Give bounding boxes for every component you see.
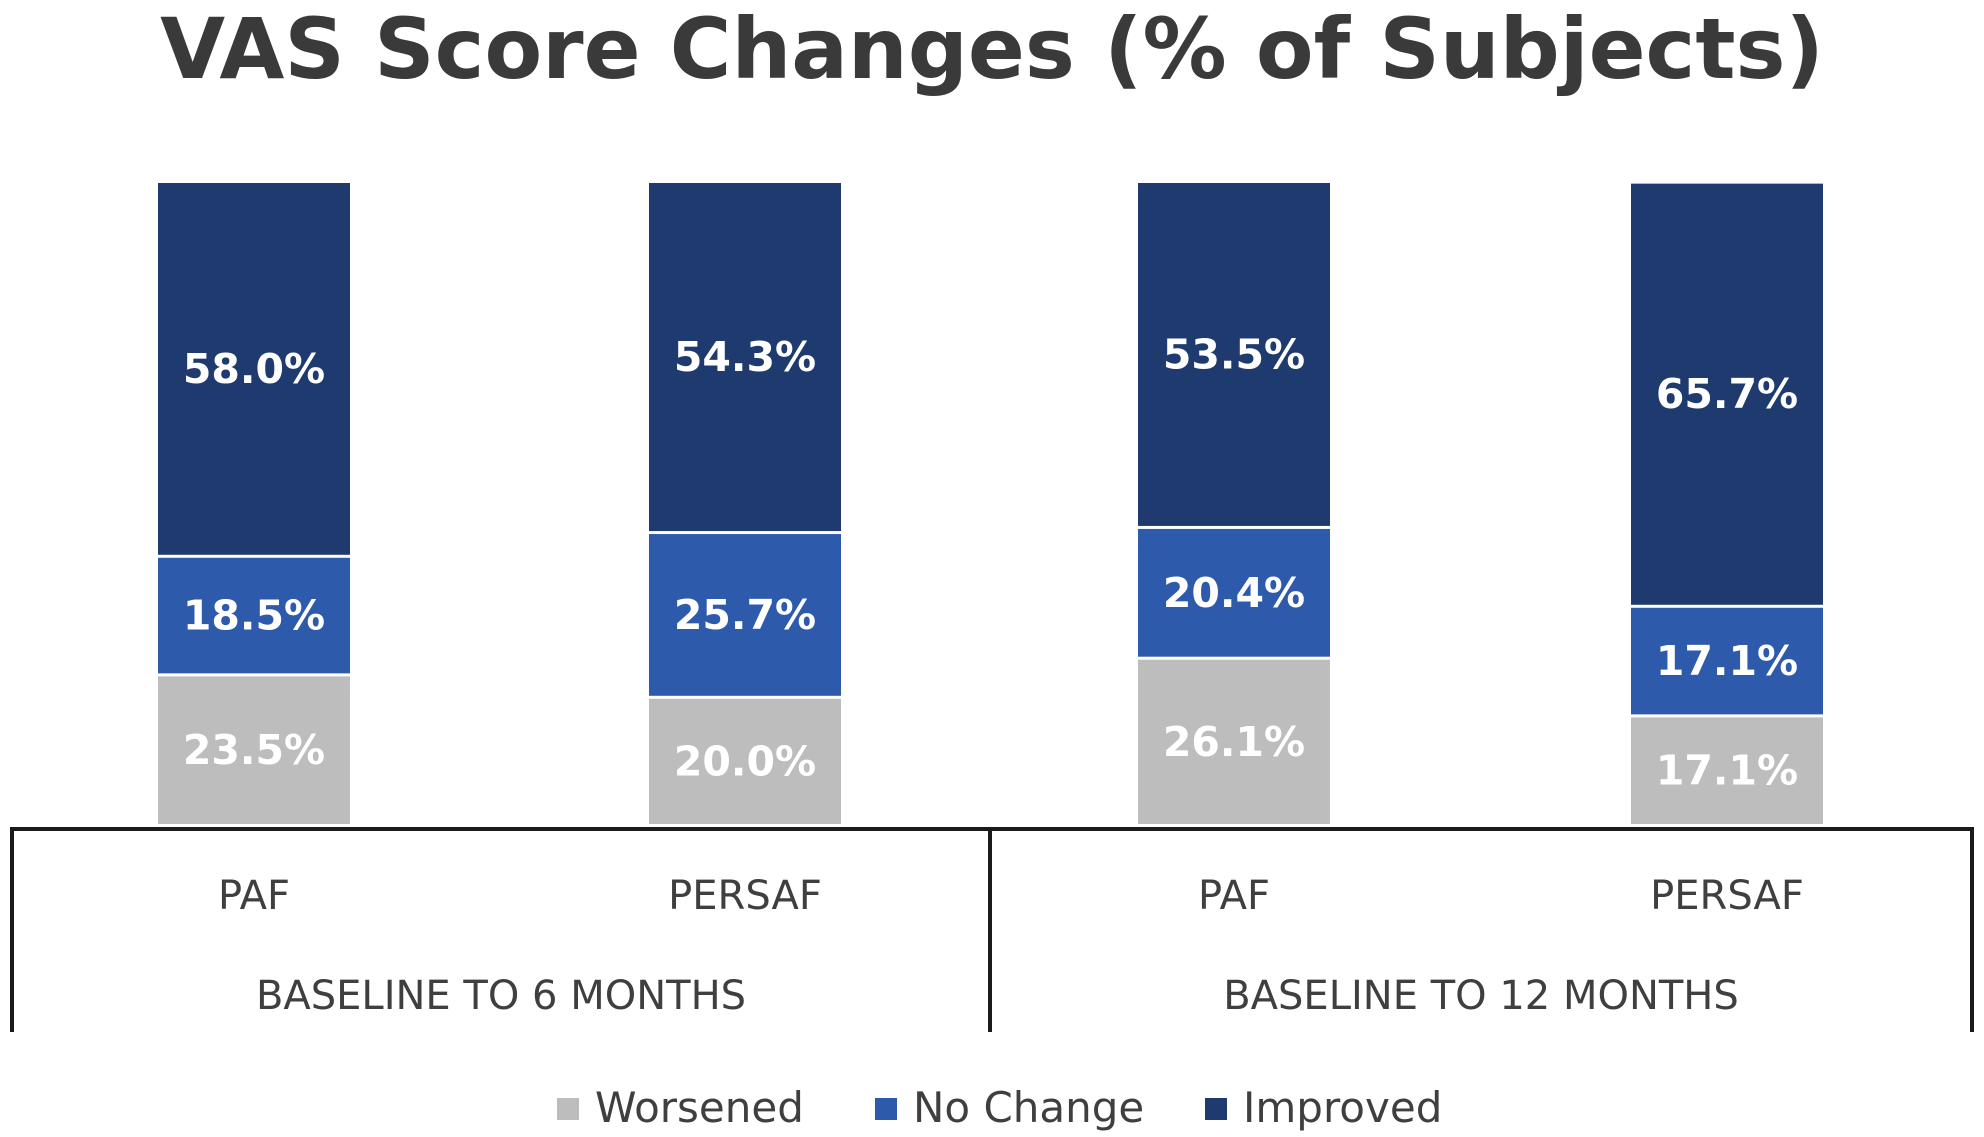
legend: Worsened No Change Improved: [557, 1083, 1442, 1132]
legend-swatch-no-change: [875, 1098, 897, 1120]
data-label-worsened-1: 23.5%: [183, 726, 325, 774]
group-label-2: BASELINE TO 12 MONTHS: [1223, 973, 1739, 1019]
data-label-no-change-3: 20.4%: [1163, 569, 1305, 617]
bar-segment-no-change-4: [1631, 607, 1823, 715]
data-label-worsened-2: 20.0%: [674, 737, 816, 785]
data-label-no-change-1: 18.5%: [183, 592, 325, 640]
data-label-no-change-2: 25.7%: [674, 591, 816, 639]
bar-segment-improved-1: [158, 183, 350, 555]
group-label-1: BASELINE TO 6 MONTHS: [256, 973, 746, 1019]
legend-swatch-improved: [1205, 1098, 1227, 1120]
bar-segment-worsened-1: [158, 676, 350, 824]
bar-segment-improved-2: [649, 183, 841, 532]
legend-label-worsened: Worsened: [595, 1083, 804, 1132]
bar-segment-no-change-2: [649, 534, 841, 696]
bar-segment-no-change-1: [158, 557, 350, 674]
legend-label-no-change: No Change: [913, 1083, 1144, 1132]
data-label-improved-4: 65.7%: [1656, 370, 1798, 418]
bar-segment-improved-4: [1631, 183, 1823, 605]
bar-segment-worsened-2: [649, 698, 841, 824]
data-label-improved-1: 58.0%: [183, 345, 325, 393]
bar-segment-no-change-3: [1138, 528, 1330, 657]
category-label-2: PERSAF: [668, 873, 822, 919]
bar-segment-worsened-3: [1138, 659, 1330, 824]
category-label-3: PAF: [1198, 873, 1270, 919]
data-label-improved-2: 54.3%: [674, 333, 816, 381]
data-label-improved-3: 53.5%: [1163, 330, 1305, 378]
bars-layer: 23.5% 18.5% 58.0% 20.0% 25.7% 54.3% 26.1% 20.4%…: [158, 183, 1823, 824]
category-axis: PAF PERSAF PAF PERSAF BASELINE TO 6 MONTHS BA…: [10, 827, 1974, 1032]
data-label-worsened-4: 17.1%: [1656, 747, 1798, 795]
data-label-no-change-4: 17.1%: [1656, 637, 1798, 685]
chart-title: VAS Score Changes (% of Subjects): [160, 0, 1824, 98]
legend-swatch-worsened: [557, 1098, 579, 1120]
category-label-1: PAF: [218, 873, 290, 919]
bar-segment-improved-3: [1138, 183, 1330, 526]
data-label-worsened-3: 26.1%: [1163, 718, 1305, 766]
bar-segment-worsened-4: [1631, 717, 1823, 824]
legend-label-improved: Improved: [1243, 1083, 1442, 1132]
category-label-4: PERSAF: [1650, 873, 1804, 919]
